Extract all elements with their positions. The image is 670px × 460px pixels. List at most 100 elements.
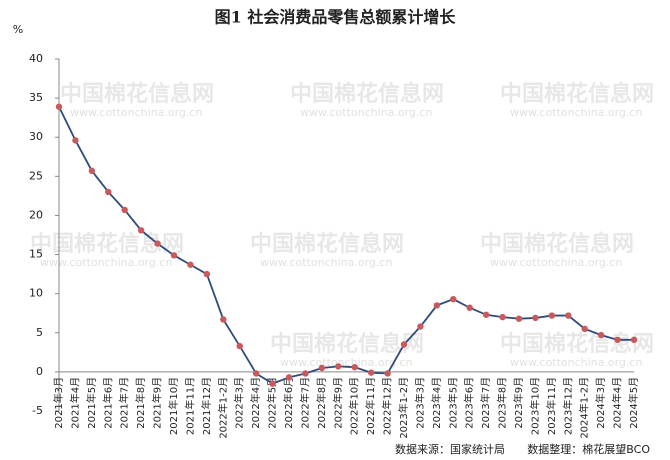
marker [302, 370, 309, 377]
marker [351, 363, 358, 371]
watermark-name: 中国棉花信息网 [500, 81, 654, 107]
marker [236, 342, 243, 350]
marker [252, 370, 260, 377]
marker [614, 336, 621, 344]
x-tick-label: 2021年8月 [134, 377, 147, 429]
marker [269, 380, 276, 387]
x-tick-label: 2023年12月 [561, 377, 574, 435]
x-tick-label: 2022年4月 [249, 377, 262, 429]
x-tick-label: 2021年7月 [118, 377, 131, 429]
marker [597, 331, 605, 339]
watermark-url: www.cottonchina.org.cn [40, 256, 172, 269]
marker [187, 261, 194, 268]
y-unit: % [13, 23, 23, 36]
watermark-url: www.cottonchina.org.cn [280, 356, 412, 369]
x-tick-label: 2022年5月 [266, 377, 279, 429]
watermark-url: www.cottonchina.org.cn [300, 106, 432, 119]
marker [72, 137, 79, 144]
y-tick-label: 35 [29, 91, 43, 104]
marker [417, 323, 424, 330]
x-tick-label: 2024年4月 [611, 377, 624, 429]
x-tick-label: 2023年10月 [528, 377, 541, 435]
y-tick-label: 30 [29, 130, 43, 143]
marker [203, 270, 211, 278]
x-tick-label: 2023年3月 [413, 377, 426, 429]
y-tick-label: 0 [36, 365, 43, 378]
marker [105, 188, 112, 196]
x-tick-label: 2023年6月 [463, 377, 476, 429]
marker [318, 364, 326, 372]
watermark-url: www.cottonchina.org.cn [510, 106, 642, 119]
watermark-url: www.cottonchina.org.cn [260, 256, 392, 269]
x-tick-label: 2024年5月 [627, 377, 640, 429]
y-tick-label: -5 [32, 404, 43, 417]
compiled-by: 数据整理：棉花展望BCO [527, 442, 650, 456]
x-tick-label: 2021年4月 [68, 377, 81, 429]
x-tick-label: 2023年7月 [479, 377, 492, 429]
marker [450, 295, 457, 303]
marker [532, 314, 539, 322]
y-tick-label: 15 [29, 248, 43, 261]
y-tick-label: 5 [36, 326, 43, 339]
marker [384, 370, 391, 377]
x-tick-label: 2023年11月 [545, 377, 558, 435]
marker [88, 167, 96, 175]
x-tick-label: 2022年6月 [282, 377, 295, 429]
marker [55, 103, 63, 110]
marker [565, 312, 572, 319]
x-tick-label: 2022年7月 [298, 377, 311, 429]
x-tick-label: 2021年6月 [101, 377, 114, 429]
watermark-name: 中国棉花信息网 [250, 231, 404, 257]
marker [581, 325, 588, 333]
x-tick-label: 2024年3月 [594, 377, 607, 429]
x-tick-label: 2022年8月 [315, 377, 328, 429]
x-tick-label: 2021年5月 [85, 377, 98, 429]
watermark-url: www.cottonchina.org.cn [70, 106, 202, 119]
watermark-name: 中国棉花信息网 [30, 231, 184, 257]
marker [515, 315, 523, 322]
marker [482, 311, 490, 318]
x-tick-label: 2022年11月 [364, 377, 377, 435]
x-tick-label: 2022年12月 [381, 377, 394, 435]
x-tick-label: 2021年3月 [52, 377, 65, 429]
x-tick-label: 2022年3月 [233, 377, 246, 429]
x-tick-label: 2022年10月 [348, 377, 361, 435]
x-tick-label: 2021年10月 [167, 377, 180, 435]
y-tick-label: 20 [29, 208, 43, 221]
watermark-name: 中国棉花信息网 [480, 231, 634, 257]
watermark-url: www.cottonchina.org.cn [510, 356, 642, 369]
watermark-name: 中国棉花信息网 [500, 331, 654, 357]
marker [499, 313, 506, 321]
marker [121, 206, 128, 214]
x-tick-label: 2023年1-2月 [397, 377, 410, 439]
y-tick-label: 10 [29, 287, 43, 300]
y-tick-label: 40 [29, 52, 43, 65]
marker [466, 304, 473, 311]
x-tick-label: 2022年1-2月 [216, 377, 229, 439]
x-tick-label: 2023年4月 [430, 377, 443, 429]
marker [137, 227, 145, 234]
watermark-name: 中国棉花信息网 [290, 81, 444, 107]
source: 数据来源：国家统计局 [395, 442, 505, 456]
watermark-name: 中国棉花信息网 [60, 81, 214, 107]
marker [433, 302, 441, 309]
chart-title: 图1 社会消费品零售总额累计增长 [215, 8, 457, 27]
watermark-url: www.cottonchina.org.cn [490, 256, 622, 269]
x-tick-label: 2021年11月 [183, 377, 196, 435]
marker [285, 374, 293, 381]
x-tick-label: 2021年12月 [200, 377, 213, 435]
x-tick-label: 2023年5月 [446, 377, 459, 429]
x-tick-label: 2023年8月 [496, 377, 509, 429]
x-tick-label: 2021年9月 [151, 377, 164, 429]
marker [400, 341, 408, 348]
marker [367, 369, 375, 376]
marker [548, 312, 556, 319]
marker [170, 252, 178, 259]
marker [154, 240, 161, 247]
marker [220, 316, 227, 323]
marker [630, 336, 638, 344]
x-tick-label: 2022年9月 [331, 377, 344, 429]
y-tick-label: 25 [29, 169, 43, 182]
x-tick-label: 2023年9月 [512, 377, 525, 429]
